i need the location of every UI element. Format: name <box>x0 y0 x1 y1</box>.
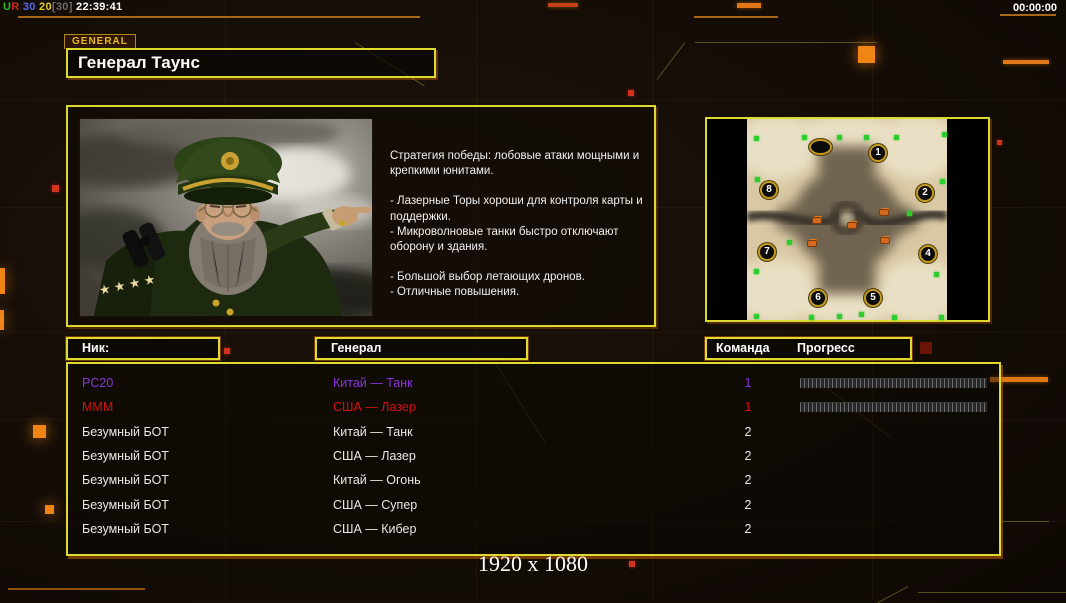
map-start-position[interactable]: 7 <box>758 243 776 261</box>
map-start-position[interactable]: 1 <box>869 144 887 162</box>
player-nick: Безумный БОТ <box>82 497 169 512</box>
player-nick: MMM <box>82 400 114 415</box>
player-general: Китай — Танк <box>333 424 413 439</box>
map-unit-dot <box>837 314 842 319</box>
table-row[interactable]: Безумный БОТ США — Кибер 2 <box>68 517 999 541</box>
map-start-position[interactable]: 8 <box>760 181 778 199</box>
player-general: США — Супер <box>333 497 418 512</box>
map-unit-dot <box>907 211 912 216</box>
general-portrait: ★ ★ ★ ★ <box>40 115 400 320</box>
player-team: 2 <box>744 497 752 512</box>
player-team: 2 <box>744 424 752 439</box>
table-row[interactable]: PC20 Китай — Танк 1 <box>68 371 999 395</box>
status-segment: 22:39:41 <box>72 1 123 13</box>
column-header-team-progress: Команда Прогресс <box>705 337 912 360</box>
table-row[interactable]: MMM США — Лазер 1 <box>68 395 999 419</box>
player-team: 2 <box>744 473 752 488</box>
strategy-line: - Лазерные Торы хороши для контроля карт… <box>390 195 643 223</box>
map-unit-dot <box>939 315 944 320</box>
column-header-team: Команда <box>716 341 770 355</box>
status-segment: R <box>11 1 20 13</box>
map-start-position[interactable] <box>809 139 832 155</box>
strategy-text: Стратегия победы: лобовые атаки мощными … <box>390 149 652 300</box>
column-header-general: Генерал <box>315 337 528 360</box>
player-nick: PC20 <box>82 376 114 391</box>
general-title: Генерал Таунс <box>66 48 436 78</box>
strategy-line: - Микроволновые танки быстро отключают о… <box>390 225 619 253</box>
strategy-line: Стратегия победы: лобовые атаки мощными … <box>390 150 640 178</box>
player-nick: Безумный БОТ <box>82 449 169 464</box>
tab-general[interactable]: GENERAL <box>64 34 136 49</box>
map-unit-dot <box>942 132 947 137</box>
map-unit-dot <box>859 312 864 317</box>
progress-bar <box>800 402 987 413</box>
progress-bar <box>800 378 987 389</box>
player-general: Китай — Танк <box>333 376 413 391</box>
resolution-label: 1920 x 1080 <box>478 551 588 576</box>
column-header-nick: Ник: <box>66 337 220 360</box>
map-supply-pile <box>880 237 890 244</box>
table-row[interactable]: Безумный БОТ США — Лазер 2 <box>68 444 999 468</box>
map-supply-pile <box>812 217 822 224</box>
player-team: 1 <box>744 400 752 415</box>
player-nick: Безумный БОТ <box>82 521 169 536</box>
map-unit-dot <box>802 135 807 140</box>
map-preview-panel: 1 8 2 7 4 6 5 <box>705 117 990 322</box>
map-unit-dot <box>894 135 899 140</box>
map-unit-dot <box>755 177 760 182</box>
player-general: США — Лазер <box>333 449 416 464</box>
map-unit-dot <box>754 314 759 319</box>
map-unit-dot <box>934 272 939 277</box>
map-unit-dot <box>754 136 759 141</box>
player-team: 2 <box>744 449 752 464</box>
map-unit-dot <box>787 240 792 245</box>
player-nick: Безумный БОТ <box>82 424 169 439</box>
match-timer: 00:00:00 <box>1012 2 1057 14</box>
strategy-line <box>390 255 652 270</box>
map-start-position[interactable]: 4 <box>919 245 937 263</box>
player-general: Китай — Огонь <box>333 473 421 488</box>
map-unit-dot <box>809 315 814 320</box>
table-row[interactable]: Безумный БОТ Китай — Огонь 2 <box>68 468 999 492</box>
strategy-line <box>390 179 652 194</box>
table-row[interactable]: Безумный БОТ США — Супер 2 <box>68 492 999 516</box>
map-unit-dot <box>837 135 842 140</box>
map-start-position[interactable]: 2 <box>916 184 934 202</box>
map-unit-dot <box>864 135 869 140</box>
status-segment: U <box>3 1 12 13</box>
player-general: США — Лазер <box>333 400 416 415</box>
map-unit-dot <box>754 269 759 274</box>
status-segment: 30 <box>19 1 36 13</box>
strategy-line: - Большой выбор летающих дронов. <box>390 271 585 284</box>
table-row[interactable]: Безумный БОТ Китай — Танк 2 <box>68 420 999 444</box>
player-team: 2 <box>744 521 752 536</box>
map-supply-pile <box>807 240 817 247</box>
status-segment: [30] <box>51 1 73 13</box>
top-status-bar: UR 30 20[30] 22:39:41 <box>3 1 122 13</box>
map-unit-dot <box>892 315 897 320</box>
map-preview[interactable]: 1 8 2 7 4 6 5 <box>747 119 947 320</box>
strategy-line: - Отличные повышения. <box>390 286 520 299</box>
map-supply-pile <box>847 222 857 229</box>
general-info-panel: ★ ★ ★ ★ Стратегия победы: лобовые атаки … <box>40 105 656 327</box>
column-header-progress: Прогресс <box>797 341 855 355</box>
map-start-position[interactable]: 5 <box>864 289 882 307</box>
player-general: США — Кибер <box>333 521 417 536</box>
player-team: 1 <box>744 376 752 391</box>
player-nick: Безумный БОТ <box>82 473 169 488</box>
map-supply-pile <box>879 209 889 216</box>
player-table: PC20 Китай — Танк 1 MMM США — Лазер 1 Бе… <box>66 362 1001 556</box>
map-start-position[interactable]: 6 <box>809 289 827 307</box>
map-unit-dot <box>940 179 945 184</box>
status-segment: 20 <box>35 1 52 13</box>
